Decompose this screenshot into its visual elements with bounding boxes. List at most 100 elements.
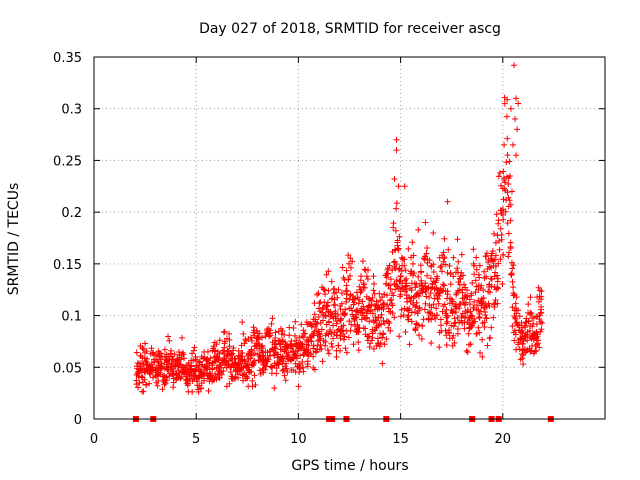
data-point (494, 284, 501, 291)
data-point (419, 322, 426, 329)
data-point (147, 371, 154, 378)
data-point (412, 327, 419, 334)
data-point (308, 338, 315, 345)
data-point (288, 338, 295, 345)
data-point (418, 268, 425, 275)
data-point (495, 260, 502, 267)
data-point (349, 258, 356, 265)
data-point (486, 289, 493, 296)
data-point (527, 294, 534, 301)
data-point (177, 361, 184, 368)
data-point (464, 309, 471, 316)
data-point (361, 284, 368, 291)
data-point (292, 318, 299, 325)
data-point (503, 113, 510, 120)
data-point-peak (391, 176, 398, 183)
data-point (178, 334, 185, 341)
data-point (500, 196, 507, 203)
data-point (314, 291, 321, 298)
data-point (501, 100, 508, 107)
data-point (311, 300, 318, 307)
data-point (375, 301, 382, 308)
data-point (468, 323, 475, 330)
data-point (520, 338, 527, 345)
data-point (230, 344, 237, 351)
data-point-peak (393, 147, 400, 154)
data-point (418, 336, 425, 343)
data-point (521, 322, 528, 329)
data-point (138, 373, 145, 380)
data-point (212, 373, 219, 380)
data-point (519, 340, 526, 347)
data-point (485, 259, 492, 266)
data-point (195, 386, 202, 393)
data-point (343, 282, 350, 289)
data-point (315, 314, 322, 321)
data-point (283, 360, 290, 367)
data-point (370, 273, 377, 280)
data-point (329, 343, 336, 350)
data-point (200, 370, 207, 377)
data-point (294, 347, 301, 354)
chart-title: Day 027 of 2018, SRMTID for receiver asc… (199, 21, 501, 37)
data-point (437, 316, 444, 323)
data-point (449, 308, 456, 315)
data-point (249, 377, 256, 384)
data-point (300, 364, 307, 371)
data-point (207, 355, 214, 362)
data-point (499, 280, 506, 287)
data-point (341, 311, 348, 318)
data-point (507, 217, 514, 224)
data-point (166, 337, 173, 344)
data-point (244, 374, 251, 381)
data-point (495, 220, 502, 227)
data-point (220, 329, 227, 336)
data-point (363, 273, 370, 280)
data-point (417, 262, 424, 269)
x-tick-label: 15 (392, 432, 409, 447)
data-point (291, 332, 298, 339)
data-point (343, 298, 350, 305)
data-point (491, 301, 498, 308)
data-point (430, 301, 437, 308)
data-point (487, 275, 494, 282)
data-point (440, 281, 447, 288)
data-point (311, 366, 318, 373)
data-point (259, 345, 266, 352)
data-point (460, 281, 467, 288)
data-point (435, 290, 442, 297)
data-point (469, 279, 476, 286)
data-point (178, 373, 185, 380)
data-point (321, 312, 328, 319)
data-point (389, 290, 396, 297)
data-point (488, 276, 495, 283)
data-point (304, 358, 311, 365)
data-point (300, 327, 307, 334)
data-point (316, 300, 323, 307)
data-point (457, 300, 464, 307)
data-point (300, 334, 307, 341)
data-point (504, 152, 511, 159)
data-point (272, 329, 279, 336)
data-point (365, 303, 372, 310)
data-point (387, 327, 394, 334)
data-point (362, 315, 369, 322)
data-point (451, 339, 458, 346)
data-point (327, 327, 334, 334)
data-point (513, 319, 520, 326)
data-point (355, 339, 362, 346)
data-point (268, 320, 275, 327)
data-point (252, 381, 259, 388)
data-point (374, 335, 381, 342)
data-point (350, 301, 357, 308)
data-point (483, 273, 490, 280)
data-point (148, 345, 155, 352)
data-point (251, 372, 258, 379)
data-point (354, 321, 361, 328)
data-point (323, 271, 330, 278)
data-point (143, 348, 150, 355)
data-point (530, 330, 537, 337)
data-point (266, 330, 273, 337)
data-point (402, 283, 409, 290)
